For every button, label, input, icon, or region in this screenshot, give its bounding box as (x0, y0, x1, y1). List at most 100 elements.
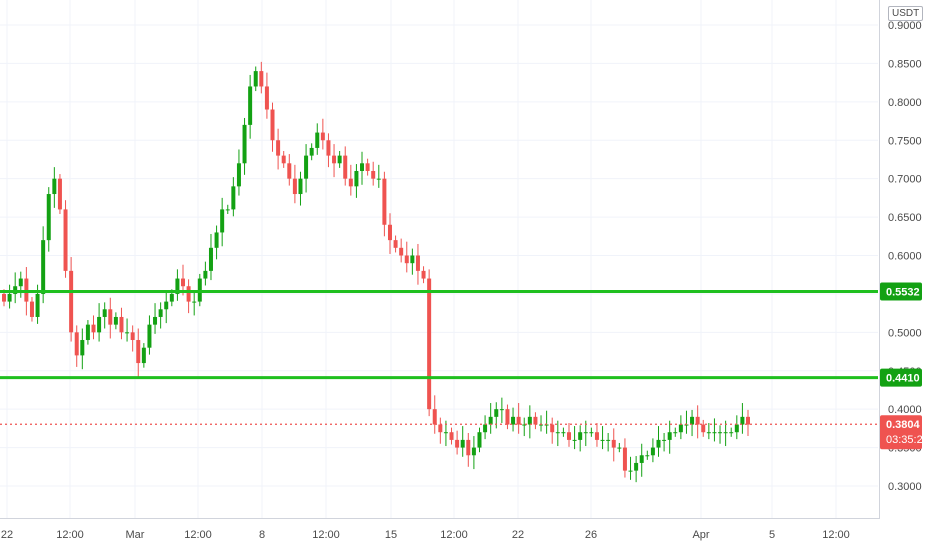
candle-body (404, 255, 409, 264)
candle-body (415, 255, 420, 271)
price-tick-label: 0.6000 (888, 251, 922, 263)
time-axis[interactable]: 22 12:00 Mar 12:00 8 12:00 15 12:00 22 26 Apr 5 12:0… (1, 529, 850, 541)
candle-body (662, 439, 667, 441)
current-price-tag (880, 415, 922, 450)
candle-body (455, 439, 460, 448)
candle-body (315, 132, 320, 148)
candlestick-series (2, 61, 750, 483)
candle-body (656, 439, 661, 448)
time-tick-label: 12:00 (822, 529, 850, 541)
candle-body (522, 424, 527, 426)
level-tag-label: 0.4410 (886, 373, 920, 385)
level-tag (880, 282, 922, 301)
candle-body (622, 447, 627, 471)
candle-body (645, 455, 650, 457)
candle-body (181, 278, 186, 287)
candle-body (611, 439, 616, 448)
time-tick-label: 15 (385, 529, 397, 541)
time-tick-label: 5 (769, 529, 775, 541)
candle-body (147, 324, 152, 348)
candle-body (578, 432, 583, 440)
candle-body (712, 432, 717, 434)
candle-body (270, 109, 275, 141)
time-tick-label: Apr (692, 529, 709, 541)
candle-body (432, 409, 437, 425)
candle-body (628, 470, 633, 472)
candle-body (746, 416, 750, 425)
time-tick-label: 12:00 (56, 529, 84, 541)
candle-body (427, 278, 432, 410)
candle-body (69, 270, 74, 333)
level-tag (880, 368, 922, 387)
candle-body (41, 240, 46, 294)
candle-body (488, 416, 493, 425)
candle-body (695, 416, 700, 425)
time-tick-label: 26 (585, 529, 597, 541)
candle-body (248, 86, 253, 125)
candle-body (287, 163, 292, 179)
candle-body (667, 432, 672, 440)
candle-body (678, 424, 683, 433)
currency-label[interactable]: USDT (888, 6, 924, 21)
candle-body (555, 432, 560, 434)
price-tick-label: 0.8500 (888, 58, 922, 70)
candle-body (141, 347, 146, 364)
candle-body (483, 424, 488, 433)
candle-body (606, 439, 611, 441)
candle-body (505, 409, 510, 425)
candle-body (550, 424, 555, 433)
candle-body (320, 132, 325, 141)
candle-body (2, 293, 6, 302)
candle-body (471, 447, 476, 456)
candle-body (561, 432, 566, 434)
candle-body (57, 178, 62, 210)
candle-body (231, 186, 236, 210)
candle-body (365, 163, 370, 171)
candle-body (203, 270, 208, 279)
candle-body (572, 439, 577, 441)
candle-body (527, 416, 532, 425)
candle-body (494, 409, 499, 417)
candle-body (85, 324, 90, 341)
candle-body (477, 432, 482, 448)
level-tag-label: 0.5532 (886, 286, 920, 298)
candle-body (264, 86, 269, 110)
time-tick-label: 8 (259, 529, 265, 541)
candle-body (600, 439, 605, 441)
candle-body (259, 71, 264, 87)
candle-body (343, 155, 348, 179)
candle-body (376, 178, 381, 180)
candle-body (589, 432, 594, 434)
candle-body (214, 232, 219, 248)
candle-body (539, 424, 544, 426)
candle-body (119, 316, 124, 333)
candle-body (371, 170, 376, 179)
candle-body (387, 224, 392, 241)
candle-body (354, 170, 359, 187)
candle-body (332, 155, 337, 164)
candle-body (701, 424, 706, 433)
candle-body (35, 293, 40, 317)
candle-body (292, 178, 297, 195)
time-tick-label: 12:00 (440, 529, 468, 541)
price-tick-label: 0.3000 (888, 481, 922, 493)
candle-body (113, 316, 118, 325)
candle-body (337, 155, 342, 164)
candle-body (304, 155, 309, 179)
candle-body (130, 332, 135, 341)
candle-body (253, 71, 258, 87)
candle-body (236, 163, 241, 187)
candle-body (276, 140, 281, 156)
candle-body (594, 432, 599, 440)
candle-body (242, 124, 247, 164)
candle-body (281, 155, 286, 164)
candle-body (360, 163, 365, 171)
candle-body (153, 316, 158, 325)
candle-body (516, 416, 521, 425)
countdown-label: 03:35:22 (886, 434, 929, 446)
candle-body (29, 301, 34, 317)
candle-body (382, 178, 387, 225)
candle-body (639, 455, 644, 463)
candle-body (399, 247, 404, 256)
